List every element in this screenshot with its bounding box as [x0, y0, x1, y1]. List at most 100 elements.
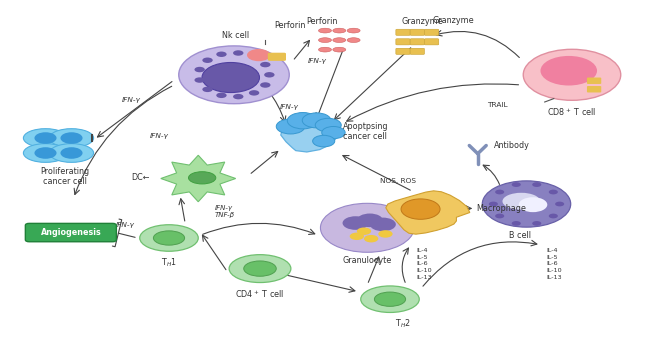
Circle shape	[202, 63, 259, 92]
Circle shape	[541, 56, 597, 85]
Ellipse shape	[318, 28, 332, 33]
Ellipse shape	[333, 38, 346, 42]
Ellipse shape	[333, 47, 346, 52]
Text: IFN-γ: IFN-γ	[122, 97, 140, 103]
Polygon shape	[161, 155, 236, 202]
Circle shape	[401, 199, 440, 219]
Circle shape	[260, 62, 270, 67]
Polygon shape	[386, 191, 470, 234]
FancyBboxPatch shape	[268, 53, 286, 61]
Circle shape	[60, 132, 83, 144]
FancyBboxPatch shape	[424, 39, 439, 45]
Text: Perforin: Perforin	[274, 21, 306, 30]
Circle shape	[315, 118, 341, 132]
Circle shape	[34, 147, 57, 159]
Ellipse shape	[374, 292, 406, 306]
Circle shape	[489, 202, 498, 206]
Text: T$_H$2: T$_H$2	[395, 318, 411, 330]
Circle shape	[532, 182, 541, 187]
Ellipse shape	[140, 225, 198, 251]
FancyBboxPatch shape	[396, 39, 410, 45]
Text: Granulocyte: Granulocyte	[343, 256, 392, 265]
Circle shape	[357, 214, 383, 227]
FancyBboxPatch shape	[587, 86, 601, 92]
Circle shape	[233, 50, 244, 56]
Circle shape	[264, 72, 274, 78]
Text: Granzyme: Granzyme	[402, 17, 443, 26]
FancyBboxPatch shape	[410, 48, 424, 54]
Ellipse shape	[361, 286, 419, 312]
Ellipse shape	[318, 38, 332, 42]
Circle shape	[202, 87, 213, 92]
Circle shape	[194, 77, 205, 83]
Ellipse shape	[502, 193, 540, 210]
Circle shape	[532, 221, 541, 226]
Circle shape	[364, 235, 378, 242]
Circle shape	[313, 135, 335, 147]
Circle shape	[249, 90, 259, 96]
Circle shape	[60, 147, 83, 159]
Circle shape	[194, 67, 205, 72]
FancyBboxPatch shape	[25, 223, 116, 242]
FancyBboxPatch shape	[587, 78, 601, 84]
Ellipse shape	[49, 129, 94, 148]
Ellipse shape	[153, 231, 185, 245]
Ellipse shape	[23, 144, 68, 163]
Circle shape	[482, 181, 571, 227]
Circle shape	[179, 46, 289, 104]
Text: Apoptpsing
cancer cell: Apoptpsing cancer cell	[343, 122, 389, 141]
Text: Macrophage: Macrophage	[476, 204, 526, 213]
Ellipse shape	[318, 47, 332, 52]
Text: CD8$^+$ T cell: CD8$^+$ T cell	[547, 106, 597, 118]
Text: IL-4
IL-5
IL-6
IL-10
IL-13: IL-4 IL-5 IL-6 IL-10 IL-13	[416, 248, 432, 279]
Circle shape	[34, 132, 57, 144]
Text: Perforin: Perforin	[306, 17, 337, 26]
Circle shape	[357, 227, 371, 235]
Circle shape	[216, 92, 227, 98]
Circle shape	[247, 49, 270, 61]
Circle shape	[233, 94, 244, 99]
Polygon shape	[281, 116, 338, 152]
Text: CD4$^+$ T cell: CD4$^+$ T cell	[235, 288, 285, 300]
FancyBboxPatch shape	[410, 29, 424, 35]
Circle shape	[322, 126, 345, 139]
Circle shape	[302, 113, 331, 128]
Ellipse shape	[333, 28, 346, 33]
Ellipse shape	[23, 129, 68, 148]
Text: Antibody: Antibody	[494, 141, 530, 150]
Text: IFN-γ: IFN-γ	[116, 222, 135, 228]
Circle shape	[549, 214, 558, 218]
Circle shape	[512, 182, 521, 187]
Text: Granzyme: Granzyme	[433, 16, 474, 25]
Ellipse shape	[347, 28, 360, 33]
Ellipse shape	[347, 38, 360, 42]
Circle shape	[370, 218, 396, 231]
Circle shape	[523, 49, 621, 100]
Circle shape	[512, 221, 521, 226]
Text: NOS, ROS: NOS, ROS	[380, 177, 417, 184]
Circle shape	[378, 230, 393, 238]
Circle shape	[202, 57, 213, 63]
Text: B cell: B cell	[509, 231, 531, 240]
Circle shape	[216, 52, 227, 57]
FancyBboxPatch shape	[396, 29, 410, 35]
Circle shape	[320, 203, 414, 252]
FancyBboxPatch shape	[410, 39, 424, 45]
Text: Nk cell: Nk cell	[222, 31, 249, 40]
Text: Angiogenesis: Angiogenesis	[40, 228, 101, 237]
Circle shape	[276, 119, 305, 134]
Circle shape	[519, 197, 547, 212]
Text: IL-4
IL-5
IL-6
IL-10
IL-13: IL-4 IL-5 IL-6 IL-10 IL-13	[546, 248, 562, 279]
Text: Proliferating
cancer cell: Proliferating cancer cell	[40, 167, 90, 186]
Text: DC←: DC←	[131, 173, 150, 182]
Circle shape	[495, 214, 504, 218]
Ellipse shape	[244, 261, 276, 276]
Text: IFN-γ: IFN-γ	[307, 58, 326, 64]
Text: TRAIL: TRAIL	[309, 118, 330, 124]
Ellipse shape	[229, 255, 291, 283]
Circle shape	[249, 54, 259, 60]
Circle shape	[555, 202, 564, 206]
Circle shape	[495, 190, 504, 194]
Circle shape	[287, 113, 318, 129]
Text: IFN-γ: IFN-γ	[150, 133, 169, 139]
